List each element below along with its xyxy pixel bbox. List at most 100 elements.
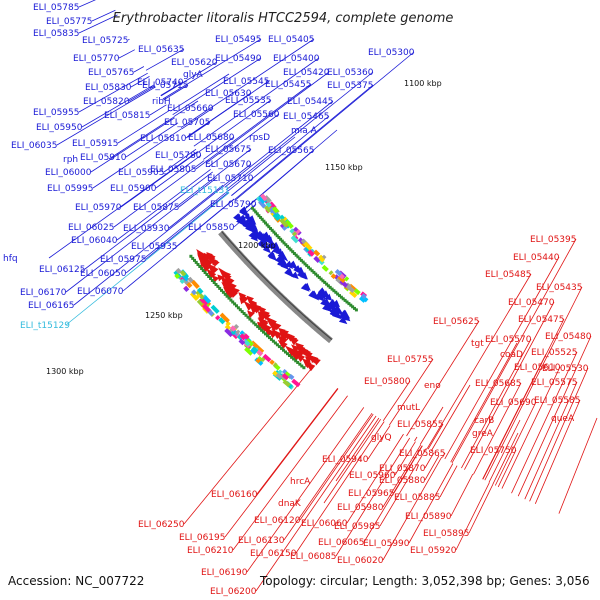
forward-gene-label: ELI_06035 xyxy=(11,141,58,151)
tick-mark xyxy=(214,283,218,286)
leader-line xyxy=(232,395,348,551)
forward-gene-label: ELI_05300 xyxy=(368,48,415,58)
forward-gene-label: ELI_05705 xyxy=(164,118,211,128)
leader-line xyxy=(160,81,184,96)
leader-line xyxy=(163,84,189,101)
feature-block xyxy=(230,325,237,332)
forward-gene-label: ELI_05560 xyxy=(233,110,280,120)
tick-mark xyxy=(316,274,319,278)
tick-mark xyxy=(198,265,202,268)
forward-gene-label: ELI_05715 xyxy=(142,81,189,91)
leader-line xyxy=(482,353,547,480)
leader-line xyxy=(183,367,313,525)
feature-block xyxy=(279,218,289,228)
forward-gene-label: ELI_05975 xyxy=(100,255,147,265)
feature-block xyxy=(318,254,324,260)
reverse-gene-label: ELI_05395 xyxy=(530,235,577,245)
leader-line xyxy=(419,406,444,445)
leader-line xyxy=(185,136,188,139)
forward-gene-label: ELI_06070 xyxy=(77,287,124,297)
forward-gene-label: ELI_06040 xyxy=(71,236,118,246)
tick-mark xyxy=(292,252,296,255)
tick-mark xyxy=(336,292,340,296)
leader-line xyxy=(558,417,598,514)
leader-line xyxy=(195,161,206,170)
reverse-gene-label: ELI_06130 xyxy=(238,536,285,546)
leader-line xyxy=(363,445,423,543)
reverse-gene-label: ELI_05940 xyxy=(322,455,369,465)
leader-line xyxy=(108,116,175,160)
forward-gene-label: ELI_05770 xyxy=(73,54,120,64)
feature-block xyxy=(187,276,194,284)
tick-mark xyxy=(288,354,291,357)
leader-line xyxy=(283,412,373,541)
tick-mark xyxy=(323,280,327,284)
tick-mark xyxy=(260,217,264,221)
leader-line xyxy=(92,128,183,189)
forward-gene-label: ELI_05850 xyxy=(188,223,235,233)
leader-line xyxy=(524,381,578,500)
gene-arrow xyxy=(284,345,296,356)
reverse-gene-label: ELI_05885 xyxy=(394,493,441,503)
leader-line xyxy=(81,84,155,128)
reverse-gene-label: ELI_05920 xyxy=(410,546,457,556)
forward-gene-label: ELI_05780 xyxy=(155,151,202,161)
gene-arrow xyxy=(291,344,300,353)
leader-line xyxy=(243,149,315,211)
leader-line xyxy=(130,76,150,88)
tick-mark xyxy=(218,286,222,290)
forward-gene-label: ELI_05565 xyxy=(268,146,315,156)
feature-block xyxy=(269,359,275,366)
gene-arrow xyxy=(307,354,317,363)
forward-gene-label: ELI_06050 xyxy=(80,269,127,279)
gene-arrow xyxy=(342,313,351,322)
reverse-gene-label: ELI_05990 xyxy=(363,539,410,549)
feature-block xyxy=(288,373,295,380)
feature-block xyxy=(258,199,267,209)
forward-gene-label: ELI_05360 xyxy=(327,68,374,78)
leader-line xyxy=(227,136,296,192)
reverse-gene-label: ELI_06060 xyxy=(301,519,348,529)
forward-gene-label: rpsD xyxy=(249,133,270,143)
leader-line xyxy=(128,85,156,102)
feature-block xyxy=(277,369,283,375)
tick-mark xyxy=(194,260,198,264)
backbone-ring xyxy=(218,230,333,344)
feature-block xyxy=(243,333,250,340)
tick-mark xyxy=(256,325,260,329)
reverse-gene-label: ELI_05530 xyxy=(542,364,589,374)
tick-mark xyxy=(286,244,289,248)
gene-arrow xyxy=(291,350,301,359)
forward-gene-label: ELI_05635 xyxy=(138,45,185,55)
leader-line xyxy=(255,415,377,592)
leader-line xyxy=(65,175,217,293)
leader-line xyxy=(442,452,446,458)
tick-mark xyxy=(284,350,287,354)
leader-line xyxy=(511,351,578,494)
leader-line xyxy=(163,148,197,173)
leader-line xyxy=(48,151,198,259)
forward-gene-label: ELI_05820 xyxy=(83,97,130,107)
leader-line xyxy=(461,338,532,469)
feature-block xyxy=(255,357,262,364)
tick-mark xyxy=(270,228,274,232)
forward-gene-label: ELI_06165 xyxy=(28,301,75,311)
forward-gene-label: ELI_06025 xyxy=(68,223,115,233)
leader-line xyxy=(299,413,374,521)
tick-mark xyxy=(343,298,347,302)
leader-line xyxy=(529,367,589,502)
forward-gene-label: ELI_05710 xyxy=(207,174,254,184)
feature-block xyxy=(260,193,268,202)
reverse-gene-label: ELI_05870 xyxy=(379,464,426,474)
gene-arrow xyxy=(333,306,345,316)
leader-line xyxy=(451,238,577,464)
feature-block xyxy=(284,219,294,229)
tick-mark xyxy=(275,234,279,238)
feature-block xyxy=(189,291,199,301)
tick-mark xyxy=(254,323,258,327)
reverse-gene-label: dnaK xyxy=(278,499,302,509)
forward-gene-label: ELI_05910 xyxy=(80,153,127,163)
reverse-gene-label: eno xyxy=(424,381,441,391)
tick-mark xyxy=(354,308,358,312)
